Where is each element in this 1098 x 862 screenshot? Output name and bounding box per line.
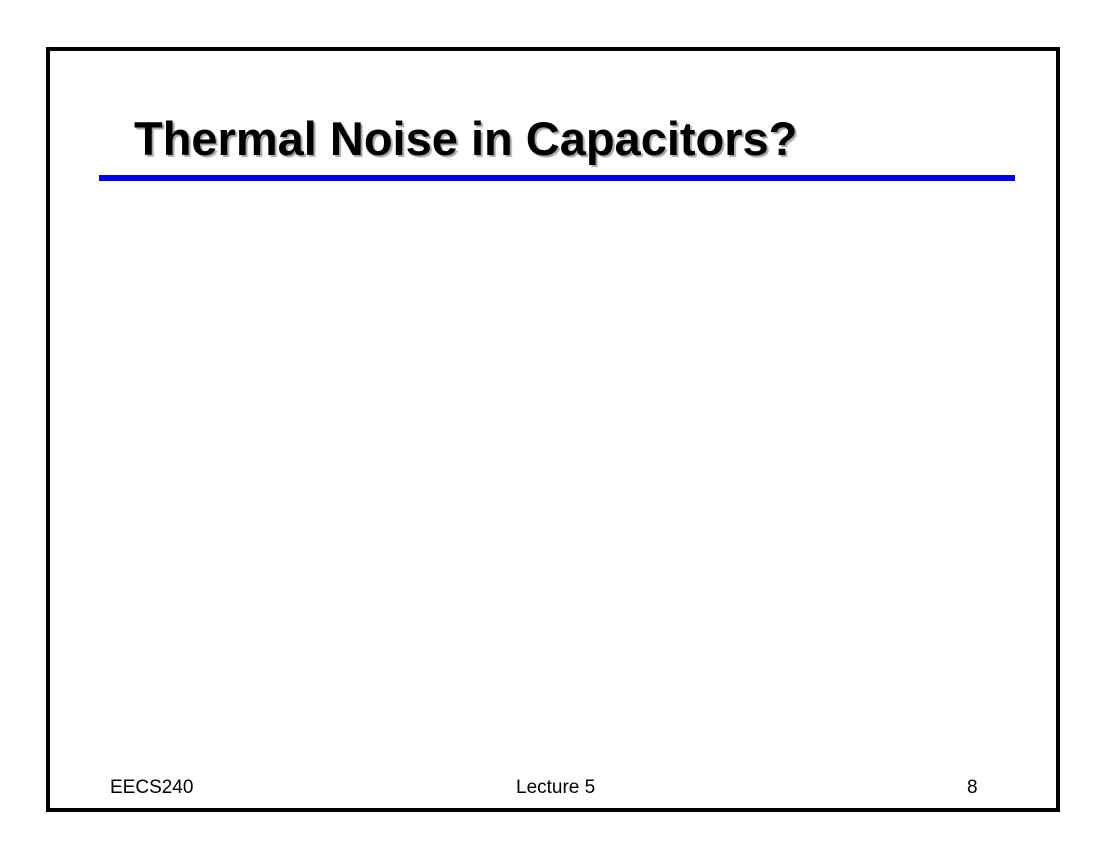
footer-page-number: 8 — [967, 777, 978, 798]
slide: Thermal Noise in Capacitors? EECS240 Lec… — [46, 47, 1060, 812]
title-underline — [99, 175, 1015, 181]
slide-title: Thermal Noise in Capacitors? — [134, 112, 798, 165]
footer-course: EECS240 — [110, 777, 194, 798]
footer-lecture: Lecture 5 — [516, 777, 596, 798]
